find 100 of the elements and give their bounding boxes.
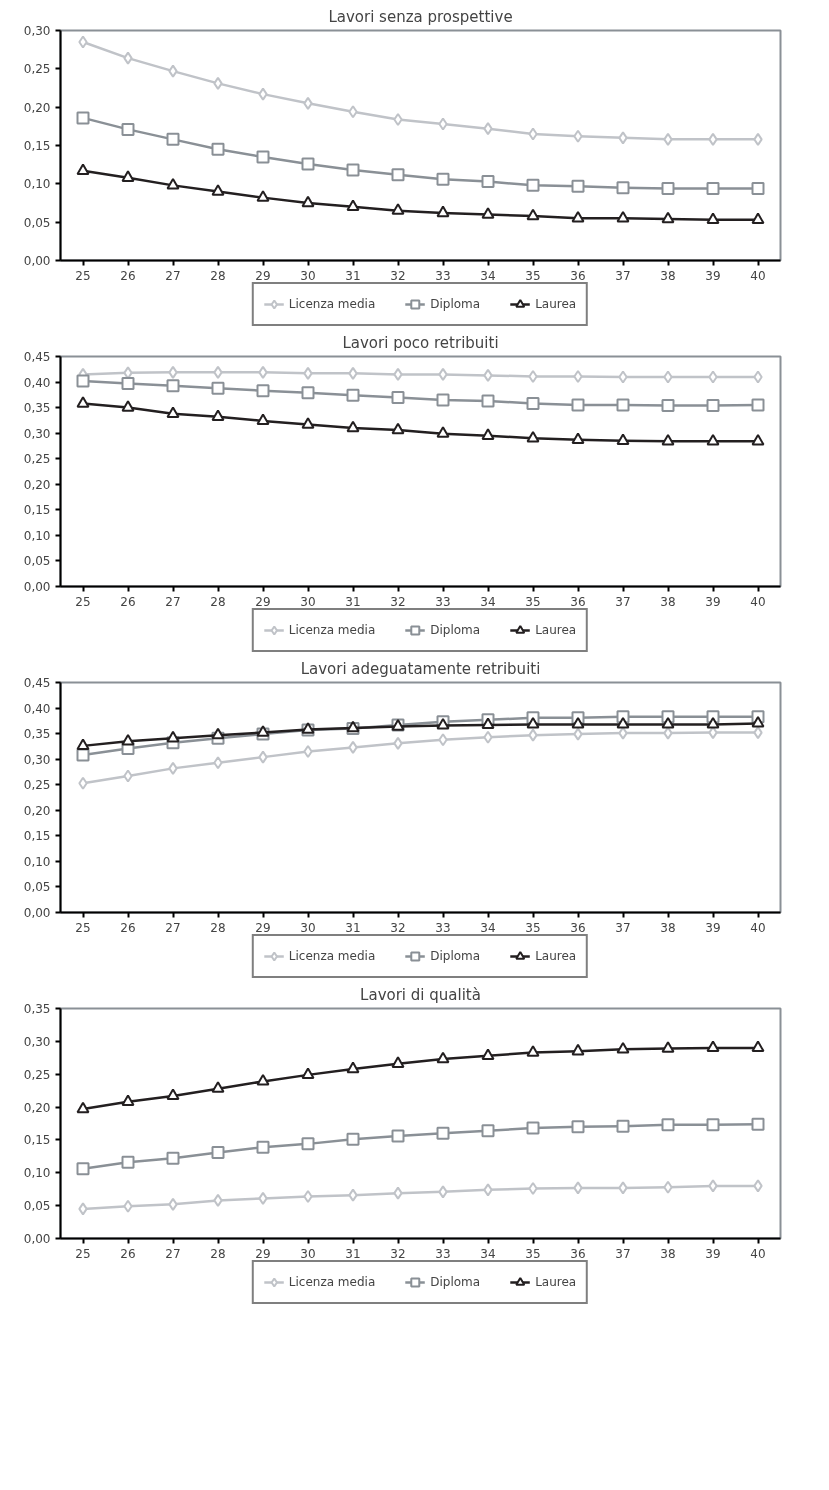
x-tick-label: 33 (435, 268, 451, 283)
y-tick-label: 0,45 (23, 676, 51, 690)
x-tick-label: 29 (255, 268, 271, 283)
y-tick-label: 0,15 (23, 139, 51, 153)
x-tick-label: 28 (210, 920, 226, 935)
x-tick-label: 29 (255, 920, 271, 935)
x-tick-label: 37 (615, 1246, 631, 1261)
legend-label: Laurea (535, 623, 577, 637)
chart-title: Lavori poco retribuiti (342, 333, 499, 352)
x-tick-label: 33 (435, 920, 451, 935)
y-tick-label: 0,15 (23, 829, 51, 844)
y-tick-label: 0,00 (23, 906, 51, 920)
x-tick-label: 28 (210, 1246, 226, 1261)
y-tick-label: 0,35 (23, 727, 51, 742)
legend-label: Licenza media (288, 949, 376, 963)
x-tick-label: 34 (480, 268, 496, 283)
legend-label: Diploma (430, 623, 481, 637)
x-tick-label: 32 (390, 1246, 406, 1261)
y-tick-label: 0,10 (23, 1166, 51, 1181)
x-tick-label: 31 (345, 1246, 361, 1261)
x-tick-label: 35 (525, 594, 541, 609)
chart-title: Lavori senza prospettive (328, 7, 513, 26)
x-tick-label: 36 (570, 920, 586, 935)
y-tick-label: 0,15 (23, 1133, 51, 1148)
x-tick-label: 26 (120, 268, 136, 283)
x-tick-label: 25 (75, 594, 91, 609)
y-tick-label: 0,45 (23, 350, 51, 364)
legend-label: Laurea (535, 949, 577, 963)
y-tick-label: 0,25 (23, 778, 51, 793)
y-tick-label: 0,20 (23, 1100, 51, 1115)
legend-label: Licenza media (288, 623, 376, 637)
x-tick-label: 37 (615, 920, 631, 935)
x-tick-label: 33 (435, 594, 451, 609)
x-tick-label: 37 (615, 268, 631, 283)
legend-label: Licenza media (288, 297, 376, 311)
x-tick-label: 35 (525, 1246, 541, 1261)
x-tick-label: 38 (660, 594, 676, 609)
x-tick-label: 39 (705, 1246, 721, 1261)
x-tick-label: 37 (615, 594, 631, 609)
x-tick-label: 29 (255, 1246, 271, 1261)
x-tick-label: 27 (165, 920, 181, 935)
legend-label: Diploma (430, 949, 481, 963)
y-tick-label: 0,20 (23, 477, 51, 492)
y-tick-label: 0,10 (23, 528, 51, 543)
x-tick-label: 30 (300, 1246, 316, 1261)
x-tick-label: 38 (660, 920, 676, 935)
y-tick-label: 0,25 (23, 452, 51, 467)
y-tick-label: 0,10 (23, 177, 51, 192)
x-tick-label: 39 (705, 268, 721, 283)
x-tick-label: 33 (435, 1246, 451, 1261)
x-tick-label: 30 (300, 268, 316, 283)
legend-label: Laurea (535, 1275, 577, 1289)
x-tick-label: 27 (165, 594, 181, 609)
y-tick-label: 0,20 (23, 803, 51, 818)
y-tick-label: 0,30 (23, 752, 51, 767)
x-tick-label: 28 (210, 268, 226, 283)
x-tick-label: 36 (570, 1246, 586, 1261)
y-tick-label: 0,10 (23, 854, 51, 869)
x-tick-label: 30 (300, 594, 316, 609)
x-tick-label: 38 (660, 1246, 676, 1261)
y-tick-label: 0,00 (23, 1232, 51, 1246)
x-tick-label: 26 (120, 920, 136, 935)
chart-title: Lavori adeguatamente retribuiti (300, 659, 541, 678)
x-tick-label: 34 (480, 594, 496, 609)
y-tick-label: 0,40 (23, 701, 51, 716)
legend-label: Licenza media (288, 1275, 376, 1289)
y-tick-label: 0,05 (23, 554, 51, 569)
legend-label: Laurea (535, 297, 577, 311)
x-tick-label: 36 (570, 268, 586, 283)
y-tick-label: 0,00 (23, 580, 51, 594)
x-tick-label: 31 (345, 268, 361, 283)
y-tick-label: 0,05 (23, 215, 51, 230)
x-tick-label: 40 (750, 594, 766, 609)
x-tick-label: 29 (255, 594, 271, 609)
x-tick-label: 32 (390, 594, 406, 609)
x-tick-label: 40 (750, 268, 766, 283)
x-tick-label: 40 (750, 1246, 766, 1261)
y-tick-label: 0,05 (23, 1199, 51, 1214)
y-tick-label: 0,20 (23, 100, 51, 115)
legend-label: Diploma (430, 1275, 481, 1289)
x-tick-label: 28 (210, 594, 226, 609)
legend-label: Diploma (430, 297, 481, 311)
x-tick-label: 26 (120, 1246, 136, 1261)
x-tick-label: 32 (390, 920, 406, 935)
chart-title: Lavori di qualità (360, 985, 481, 1004)
y-tick-label: 0,00 (23, 254, 51, 268)
y-tick-label: 0,15 (23, 503, 51, 518)
x-tick-label: 38 (660, 268, 676, 283)
y-tick-label: 0,40 (23, 375, 51, 390)
y-tick-label: 0,30 (23, 426, 51, 441)
x-tick-label: 31 (345, 594, 361, 609)
x-tick-label: 32 (390, 268, 406, 283)
x-tick-label: 25 (75, 920, 91, 935)
x-tick-label: 36 (570, 594, 586, 609)
x-tick-label: 27 (165, 1246, 181, 1261)
y-tick-label: 0,30 (23, 24, 51, 38)
y-tick-label: 0,25 (23, 62, 51, 77)
x-tick-label: 34 (480, 920, 496, 935)
y-tick-label: 0,05 (23, 880, 51, 895)
x-tick-label: 26 (120, 594, 136, 609)
